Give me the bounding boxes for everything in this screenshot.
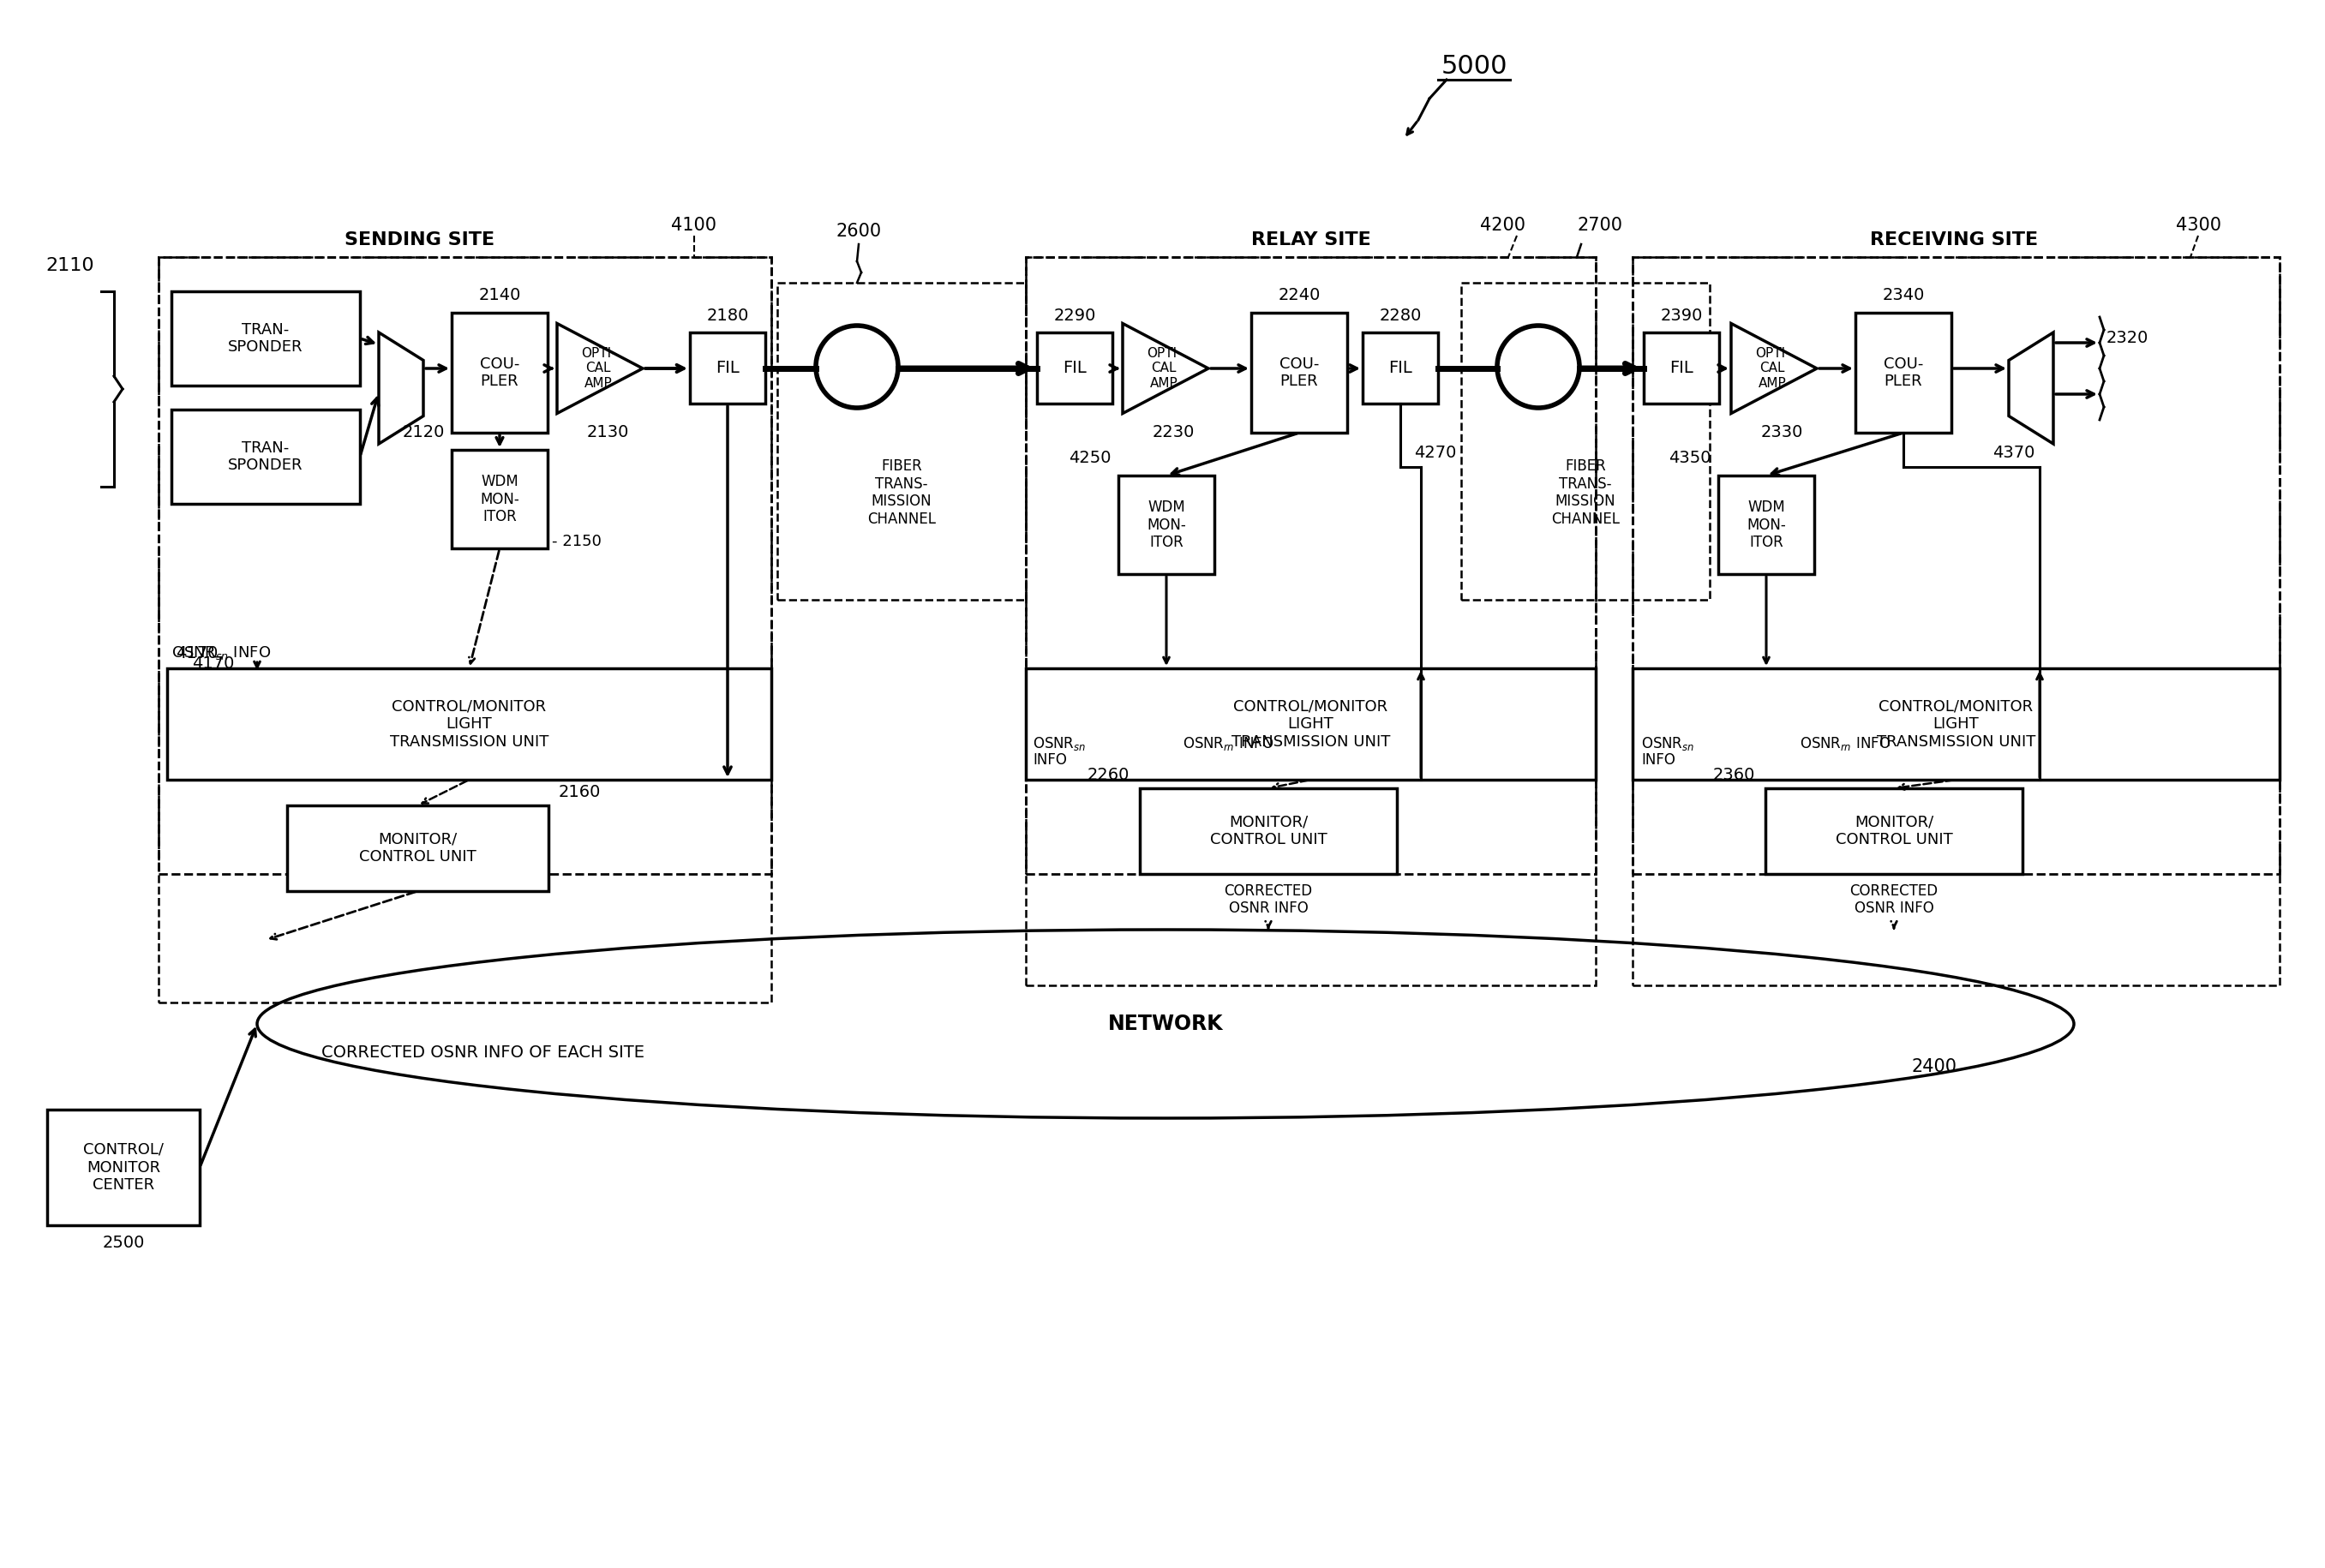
Bar (167, 668, 772, 779)
Text: CONTROL/MONITOR
LIGHT
TRANSMISSION UNIT: CONTROL/MONITOR LIGHT TRANSMISSION UNIT (1876, 698, 2034, 750)
Text: 2280: 2280 (1379, 307, 1421, 323)
Text: 4350: 4350 (1669, 450, 1711, 467)
Text: OSNR$_{sn}$ INFO: OSNR$_{sn}$ INFO (172, 644, 272, 662)
Bar (172, 409, 360, 503)
Text: 2240: 2240 (1279, 287, 1321, 304)
Bar (1025, 257, 1595, 873)
Text: 2600: 2600 (837, 223, 881, 240)
Text: 4250: 4250 (1070, 450, 1111, 467)
Text: SENDING SITE: SENDING SITE (344, 232, 495, 248)
Text: 2160: 2160 (558, 784, 602, 801)
Text: - 2150: - 2150 (551, 533, 602, 549)
Text: 2180: 2180 (707, 307, 749, 323)
Text: RECEIVING SITE: RECEIVING SITE (1869, 232, 2039, 248)
Text: 2320: 2320 (2106, 331, 2148, 347)
Text: WDM
MON-
ITOR: WDM MON- ITOR (479, 474, 518, 525)
Bar (451, 450, 549, 549)
Text: 4200: 4200 (1481, 216, 1525, 234)
Text: OSNR$_{sn}$: OSNR$_{sn}$ (1032, 735, 1086, 753)
Text: 2360: 2360 (1714, 767, 1755, 784)
Bar (1765, 789, 2023, 873)
Text: 4300: 4300 (2176, 216, 2220, 234)
Text: 4370: 4370 (1993, 444, 2034, 461)
Text: MONITOR/
CONTROL UNIT: MONITOR/ CONTROL UNIT (1209, 814, 1328, 848)
Text: WDM
MON-
ITOR: WDM MON- ITOR (1746, 499, 1786, 550)
Text: FIBER
TRANS-
MISSION
CHANNEL: FIBER TRANS- MISSION CHANNEL (867, 458, 937, 527)
Text: 2290: 2290 (1053, 307, 1095, 323)
Text: RELAY SITE: RELAY SITE (1251, 232, 1372, 248)
Text: 4270: 4270 (1414, 444, 1455, 461)
Text: 2390: 2390 (1660, 307, 1702, 323)
Text: FIBER
TRANS-
MISSION
CHANNEL: FIBER TRANS- MISSION CHANNEL (1551, 458, 1621, 527)
Text: MONITOR/
CONTROL UNIT: MONITOR/ CONTROL UNIT (1834, 814, 1953, 848)
Text: OSNR$_{sn}$: OSNR$_{sn}$ (1641, 735, 1695, 753)
Text: OPTI-
CAL
AMP: OPTI- CAL AMP (1146, 347, 1181, 390)
Text: 2130: 2130 (586, 425, 630, 441)
Bar (1460, 282, 1709, 601)
Text: CONTROL/
MONITOR
CENTER: CONTROL/ MONITOR CENTER (84, 1142, 163, 1193)
Bar (1362, 332, 1439, 403)
Text: INFO: INFO (1032, 753, 1067, 768)
Text: MONITOR/
CONTROL UNIT: MONITOR/ CONTROL UNIT (358, 831, 477, 866)
Text: COU-
PLER: COU- PLER (1883, 356, 1923, 389)
Text: CONTROL/MONITOR
LIGHT
TRANSMISSION UNIT: CONTROL/MONITOR LIGHT TRANSMISSION UNIT (1232, 698, 1390, 750)
Text: 4100: 4100 (672, 216, 716, 234)
Text: COU-
PLER: COU- PLER (479, 356, 518, 389)
Text: OSNR$_{rn}$ INFO: OSNR$_{rn}$ INFO (1800, 735, 1890, 753)
Text: 2330: 2330 (1760, 425, 1804, 441)
Text: 2340: 2340 (1883, 287, 1925, 304)
Text: 2120: 2120 (402, 425, 444, 441)
Bar (1632, 257, 2278, 873)
Bar (1718, 475, 1814, 574)
Text: TRAN-
SPONDER: TRAN- SPONDER (228, 321, 302, 354)
Bar (1037, 332, 1111, 403)
Text: COU-
PLER: COU- PLER (1279, 356, 1318, 389)
Text: OSNR$_{rn}$ INFO: OSNR$_{rn}$ INFO (1183, 735, 1274, 753)
Bar (1632, 257, 2278, 985)
Bar (286, 806, 549, 891)
Bar (1139, 789, 1397, 873)
Text: FIL: FIL (1388, 361, 1411, 376)
Bar (1025, 257, 1595, 985)
Text: CORRECTED OSNR INFO OF EACH SITE: CORRECTED OSNR INFO OF EACH SITE (321, 1044, 644, 1060)
Text: 2500: 2500 (102, 1234, 144, 1251)
Text: 2700: 2700 (1576, 216, 1623, 234)
Bar (1251, 312, 1346, 433)
Text: WDM
MON-
ITOR: WDM MON- ITOR (1146, 499, 1186, 550)
Text: FIL: FIL (1063, 361, 1086, 376)
Text: FIL: FIL (716, 361, 739, 376)
Text: 2230: 2230 (1153, 425, 1195, 441)
Text: 2110: 2110 (46, 257, 95, 274)
Text: TRAN-
SPONDER: TRAN- SPONDER (228, 441, 302, 474)
Text: 4170: 4170 (177, 644, 219, 662)
Bar (1855, 312, 1951, 433)
Text: 2140: 2140 (479, 287, 521, 304)
Bar (451, 312, 549, 433)
Text: CONTROL/MONITOR
LIGHT
TRANSMISSION UNIT: CONTROL/MONITOR LIGHT TRANSMISSION UNIT (391, 698, 549, 750)
Text: FIL: FIL (1669, 361, 1693, 376)
Bar (691, 332, 765, 403)
Text: CORRECTED
OSNR INFO: CORRECTED OSNR INFO (1851, 883, 1939, 916)
Text: INFO: INFO (1641, 753, 1676, 768)
Bar (1644, 332, 1718, 403)
Text: 2260: 2260 (1088, 767, 1130, 784)
Bar (158, 257, 772, 873)
Bar (1632, 668, 2278, 779)
Bar (777, 282, 1025, 601)
Bar (172, 292, 360, 386)
Bar (158, 257, 772, 1002)
Bar (1118, 475, 1214, 574)
Text: CORRECTED
OSNR INFO: CORRECTED OSNR INFO (1225, 883, 1314, 916)
Text: NETWORK: NETWORK (1107, 1013, 1223, 1035)
Text: OPTI-
CAL
AMP: OPTI- CAL AMP (1755, 347, 1790, 390)
Text: 4170: 4170 (193, 655, 235, 673)
Text: 5000: 5000 (1442, 55, 1507, 80)
Text: 2400: 2400 (1911, 1058, 1958, 1076)
Bar (1025, 668, 1595, 779)
Text: OPTI-
CAL
AMP: OPTI- CAL AMP (581, 347, 616, 390)
Bar (46, 1110, 200, 1225)
